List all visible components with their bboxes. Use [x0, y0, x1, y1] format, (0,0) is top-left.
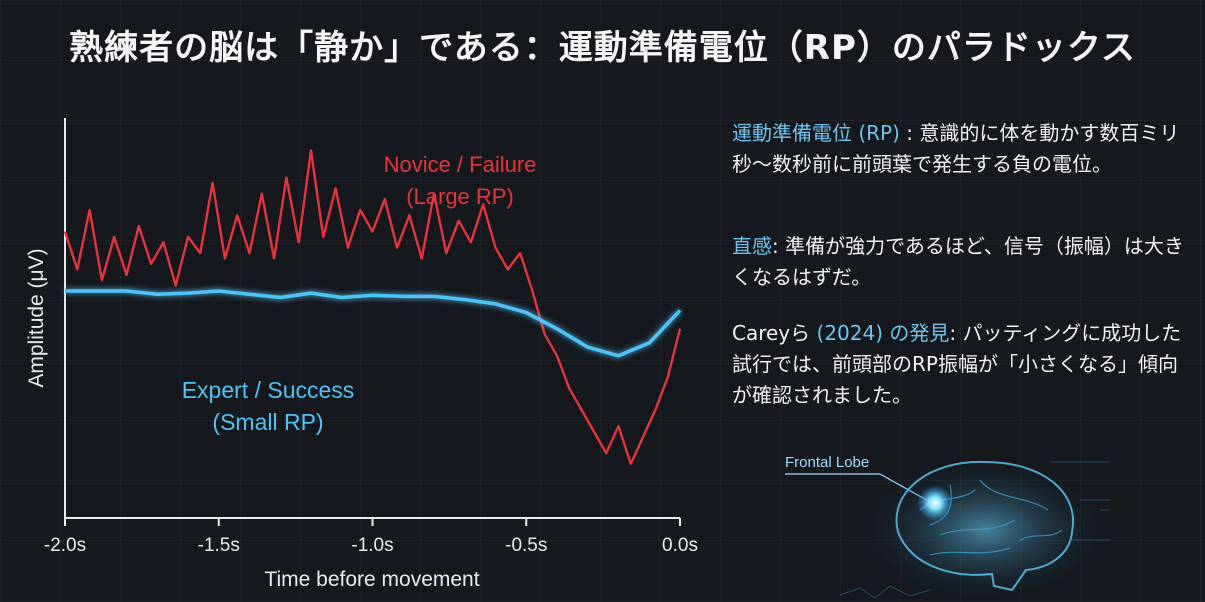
intuition-note: 直感: 準備が強力であるほど、信号（振幅）は大きくなるはずだ。 — [732, 231, 1192, 293]
carey-lead: Careyら — [732, 321, 811, 345]
x-tick-label: -1.5s — [198, 535, 240, 556]
x-tick-label: -0.5s — [505, 535, 547, 556]
x-tick-label: 0.0s — [662, 535, 698, 556]
rp-definition-text: : 意識的に体を動かす数百ミリ秒〜数秒前に前頭葉で発生する負の電位。 — [732, 121, 1180, 176]
x-tick-label: -1.0s — [351, 535, 393, 556]
brain-illustration: Frontal Lobe — [785, 454, 1110, 600]
carey-text: : パッティングに成功した試行では、前頭部のRP振幅が「小さくなる」傾向が確認さ… — [732, 321, 1182, 407]
expert-label-line2: (Small RP) — [212, 409, 323, 435]
rp-definition: 運動準備電位 (RP) : 意識的に体を動かす数百ミリ秒〜数秒前に前頭葉で発生す… — [732, 118, 1192, 180]
page-title: 熟練者の脳は「静か」である：運動準備電位（RP）のパラドックス — [69, 28, 1136, 68]
brain-outline-icon — [895, 460, 1075, 592]
rp-term: 運動準備電位 (RP) — [732, 121, 900, 145]
frontal-lobe-highlight — [917, 485, 953, 521]
x-tick-label: -2.0s — [44, 535, 86, 556]
novice-label-line1: Novice / Failure — [384, 152, 537, 177]
x-axis-label: Time before movement — [264, 568, 479, 591]
novice-label-line2: (Large RP) — [406, 184, 514, 209]
intuition-term: 直感 — [732, 234, 772, 258]
novice-series-line — [63, 149, 682, 466]
rp-line-chart: -2.0s -1.5s -1.0s -0.5s 0.0s Novice / Failur… — [25, 118, 698, 591]
carey-finding: Careyら (2024) の発見: パッティングに成功した試行では、前頭部のR… — [732, 318, 1192, 411]
expert-series-line — [65, 289, 682, 358]
frontal-lobe-label: Frontal Lobe — [785, 454, 869, 471]
y-axis-label: Amplitude (μV) — [25, 248, 48, 387]
carey-term: (2024) の発見 — [810, 321, 950, 345]
intuition-text: : 準備が強力であるほど、信号（振幅）は大きくなるはずだ。 — [732, 234, 1184, 289]
expert-label-line1: Expert / Success — [182, 377, 355, 403]
